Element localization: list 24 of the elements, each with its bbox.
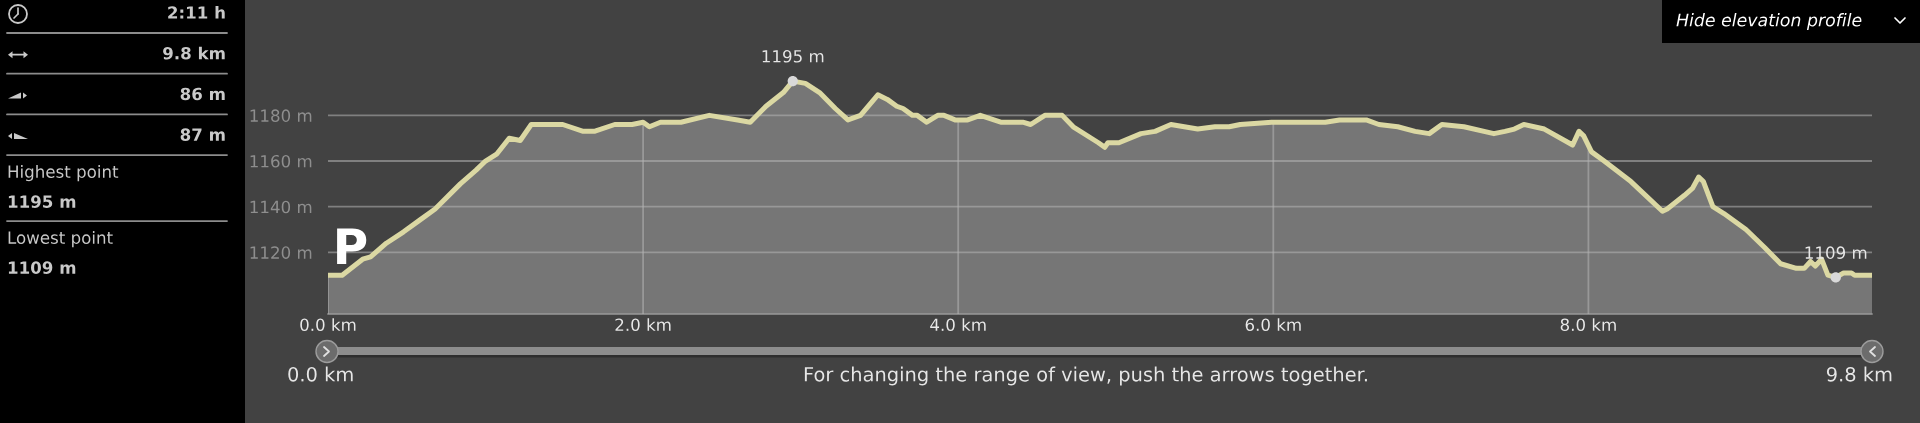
annotation: 1109 m — [1805, 246, 1867, 259]
x-tick-label: 2.0 km — [615, 318, 671, 332]
x-tick-label: 6.0 km — [1245, 318, 1301, 332]
y-tick-label: 1140 m — [250, 200, 312, 214]
text: 0.0 km — [288, 366, 353, 382]
x-tick-label: 0.0 km — [300, 318, 356, 332]
y-tick-label: 1160 m — [250, 154, 312, 168]
x-tick-label: 4.0 km — [930, 318, 986, 332]
text: 9.8 km — [1826, 366, 1892, 382]
text: Hide elevation profile — [1676, 13, 1862, 30]
annotation: P — [337, 228, 367, 264]
text: Lowest point — [8, 231, 113, 248]
text: 86 m — [180, 87, 225, 101]
y-tick-label: 1120 m — [250, 246, 312, 259]
annotation: 1195 m — [762, 50, 824, 63]
text: 9.8 km — [163, 46, 225, 60]
y-tick-label: 1180 m — [250, 109, 312, 122]
text: 87 m — [180, 128, 225, 141]
text: For changing the range of view, push the arrows together. — [804, 366, 1367, 386]
text: 1195 m — [8, 195, 76, 208]
x-tick-label: 8.0 km — [1560, 318, 1616, 332]
text: 1109 m — [8, 261, 76, 274]
text: Highest point — [8, 165, 119, 182]
text: 2:11 h — [168, 5, 225, 19]
